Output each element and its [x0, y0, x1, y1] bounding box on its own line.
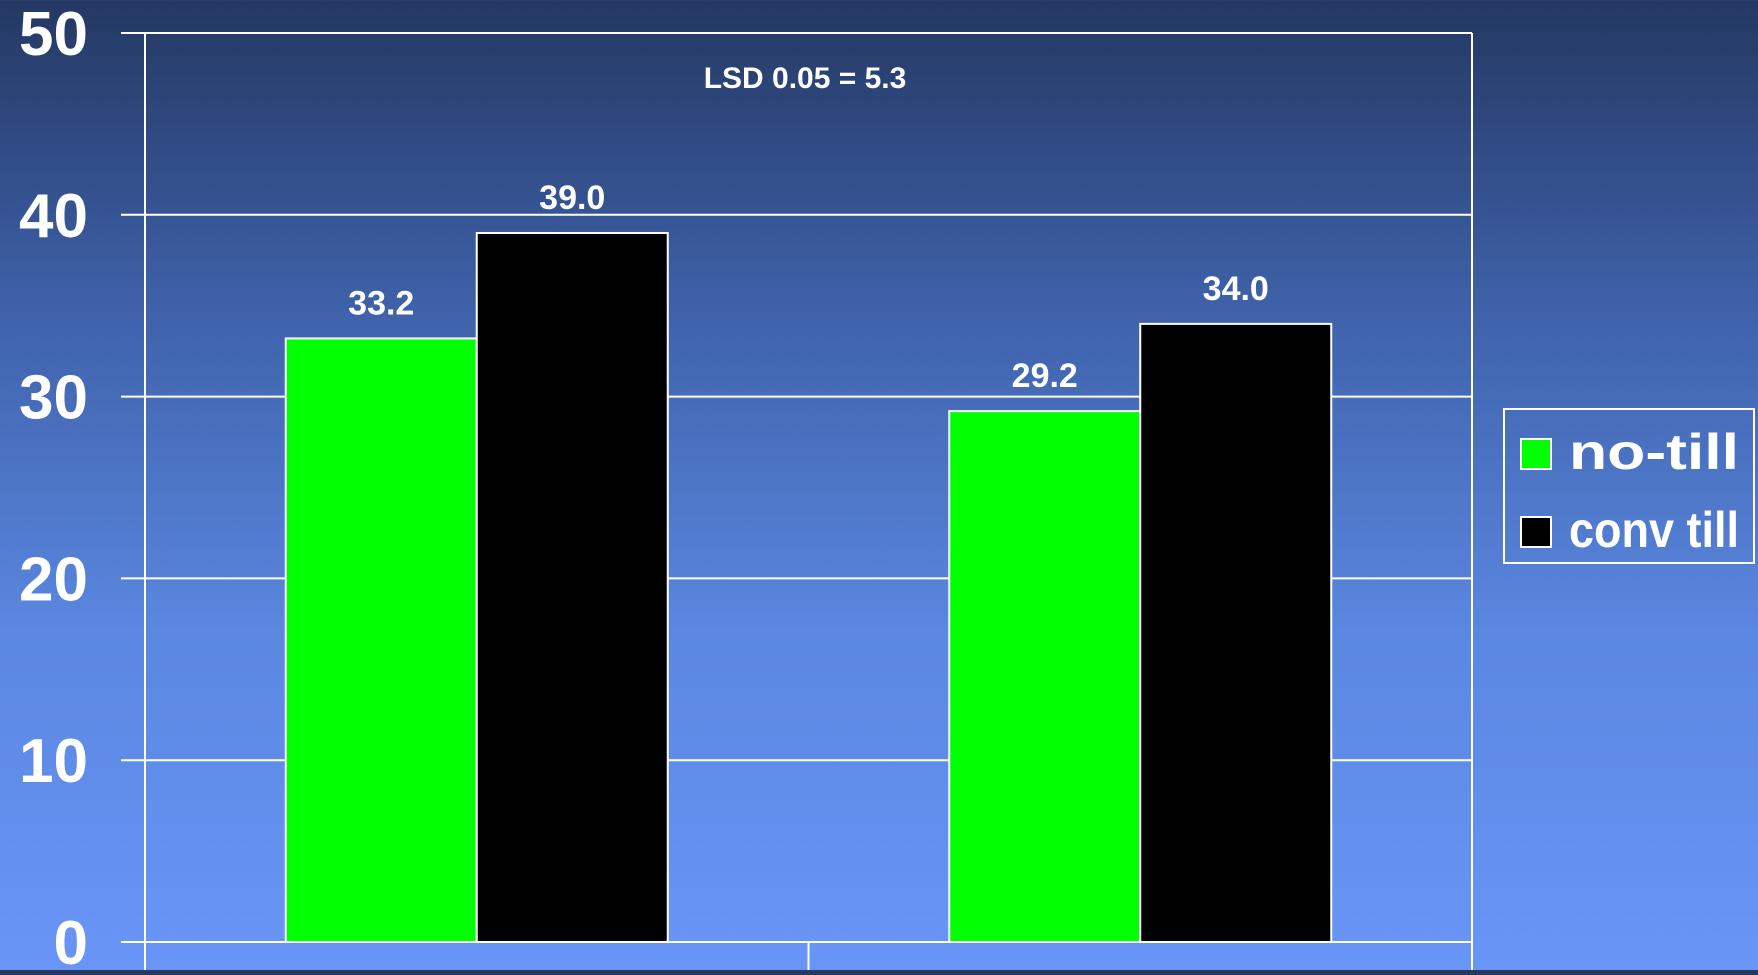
y-tick-label-50: 50 [19, 0, 88, 69]
data-label-no-till-1: 33.2 [348, 284, 414, 322]
legend-swatch-no-till [1520, 438, 1552, 470]
data-label-no-till-2: 29.2 [1012, 357, 1078, 395]
bar-conv-till-1 [475, 231, 669, 944]
legend-label-no-till: no-till [1569, 424, 1739, 480]
legend-swatch-conv-till [1520, 516, 1552, 548]
bar-no-till-2 [948, 410, 1142, 944]
bar-layer [284, 231, 1333, 944]
lsd-annotation: LSD 0.05 = 5.3 [704, 62, 907, 95]
y-tick-label-20: 20 [19, 545, 88, 614]
y-tick-label-0: 0 [54, 909, 88, 970]
y-tick-label-40: 40 [19, 182, 88, 251]
bar-conv-till-2 [1139, 322, 1333, 943]
axis-layer: 0 10 20 30 40 50 [19, 0, 1473, 975]
legend-label-conv-till: conv till [1569, 502, 1739, 558]
bar-no-till-1 [284, 337, 478, 943]
data-label-conv-till-2: 34.0 [1203, 270, 1269, 308]
data-label-conv-till-1: 39.0 [539, 179, 605, 217]
y-tick-label-10: 10 [19, 727, 88, 796]
legend: no-till conv till [1503, 408, 1755, 564]
label-layer: 33.2 39.0 29.2 34.0 [348, 179, 1269, 395]
legend-box [1503, 408, 1755, 564]
y-tick-label-30: 30 [19, 364, 88, 433]
